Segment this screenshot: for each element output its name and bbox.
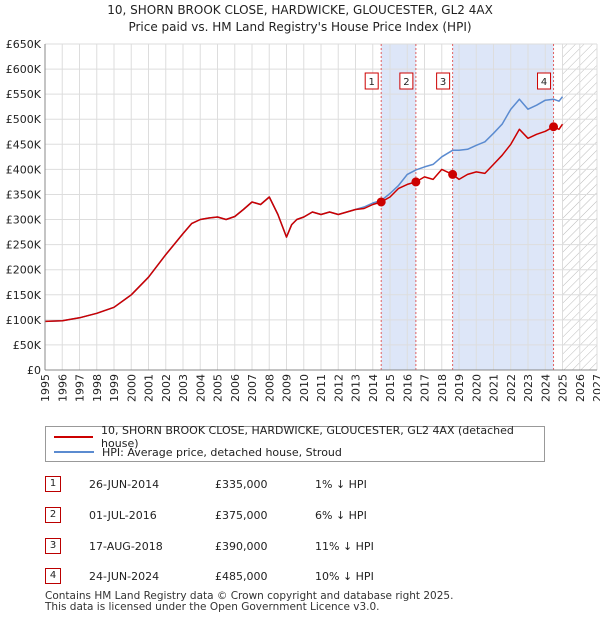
y-tick-label: £250K bbox=[6, 239, 42, 252]
transaction-point bbox=[376, 197, 386, 207]
y-tick-label: £200K bbox=[6, 264, 42, 277]
legend-label-hpi: HPI: Average price, detached house, Stro… bbox=[102, 445, 342, 459]
transaction-price: £390,000 bbox=[215, 540, 268, 553]
price-chart: £0 £50K £100K £150K £200K £250K £300K £350K £400… bbox=[6, 38, 600, 402]
transaction-hpi-diff: 11% ↓ HPI bbox=[315, 540, 374, 553]
x-tick-label: 2004 bbox=[194, 374, 207, 402]
legend-entry-property: 10, SHORN BROOK CLOSE, HARDWICKE, GLOUCE… bbox=[54, 424, 544, 450]
chart-subtitle: Price paid vs. HM Land Registry's House … bbox=[128, 20, 472, 34]
x-tick-label: 2001 bbox=[143, 374, 156, 402]
x-tick-label: 2000 bbox=[125, 374, 138, 402]
x-tick-label: 2010 bbox=[298, 374, 311, 402]
transaction-price: £375,000 bbox=[215, 509, 268, 522]
transaction-row: 2 01-JUL-2016 £375,000 6% ↓ HPI bbox=[45, 507, 565, 525]
transaction-number-badge: 2 bbox=[45, 507, 61, 523]
x-tick-label: 2024 bbox=[539, 374, 552, 402]
ownership-shade bbox=[452, 44, 554, 370]
x-tick-label: 2015 bbox=[384, 374, 397, 402]
x-tick-label: 1998 bbox=[91, 374, 104, 402]
x-tick-label: 2017 bbox=[419, 374, 432, 402]
y-tick-label: £100K bbox=[6, 314, 42, 327]
legend-swatch-hpi bbox=[54, 451, 94, 453]
y-tick-label: £350K bbox=[6, 188, 42, 201]
y-tick-label: £650K bbox=[6, 38, 42, 51]
x-tick-label: 1995 bbox=[39, 374, 52, 402]
x-tick-label: 2012 bbox=[332, 374, 345, 402]
transaction-number-badge: 1 bbox=[45, 476, 61, 492]
transaction-label-box bbox=[364, 72, 379, 90]
y-tick-label: £50K bbox=[13, 339, 42, 352]
x-tick-label: 2002 bbox=[160, 374, 173, 402]
x-tick-label: 1997 bbox=[74, 374, 87, 402]
y-tick-label: £150K bbox=[6, 289, 42, 302]
transaction-date: 26-JUN-2014 bbox=[89, 478, 160, 491]
y-tick-label: £450K bbox=[6, 138, 42, 151]
x-tick-label: 2025 bbox=[557, 374, 570, 402]
x-tick-label: 2027 bbox=[591, 374, 600, 402]
x-tick-label: 2020 bbox=[470, 374, 483, 402]
transaction-label-number: 2 bbox=[403, 77, 409, 88]
transaction-label-number: 4 bbox=[541, 77, 547, 88]
transaction-point bbox=[411, 177, 421, 187]
transaction-label-number: 1 bbox=[369, 77, 375, 88]
x-tick-label: 2018 bbox=[436, 374, 449, 402]
footer-licence: This data is licensed under the Open Gov… bbox=[45, 601, 380, 613]
transaction-row: 4 24-JUN-2024 £485,000 10% ↓ HPI bbox=[45, 568, 565, 586]
transaction-hpi-diff: 6% ↓ HPI bbox=[315, 509, 367, 522]
y-tick-label: £600K bbox=[6, 63, 42, 76]
x-tick-label: 2022 bbox=[505, 374, 518, 402]
x-tick-label: 2014 bbox=[367, 374, 380, 402]
transaction-point bbox=[549, 122, 559, 132]
transaction-row: 3 17-AUG-2018 £390,000 11% ↓ HPI bbox=[45, 538, 565, 556]
x-tick-label: 2011 bbox=[315, 374, 328, 402]
x-tick-label: 2008 bbox=[263, 374, 276, 402]
legend-entry-hpi: HPI: Average price, detached house, Stro… bbox=[54, 445, 342, 459]
ownership-shade bbox=[381, 44, 416, 370]
transaction-date: 17-AUG-2018 bbox=[89, 540, 163, 553]
transaction-label-box bbox=[436, 72, 451, 90]
x-tick-label: 2021 bbox=[488, 374, 501, 402]
transaction-number-badge: 4 bbox=[45, 568, 61, 584]
legend-swatch-property bbox=[54, 436, 94, 438]
transaction-price: £335,000 bbox=[215, 478, 268, 491]
transaction-label-box bbox=[537, 72, 552, 90]
x-tick-label: 2003 bbox=[177, 374, 190, 402]
x-tick-label: 2007 bbox=[246, 374, 259, 402]
transaction-label-box bbox=[399, 72, 414, 90]
footer-copyright: Contains HM Land Registry data © Crown c… bbox=[45, 590, 454, 602]
transaction-price: £485,000 bbox=[215, 570, 268, 583]
x-tick-label: 2026 bbox=[574, 374, 587, 402]
transaction-date: 24-JUN-2024 bbox=[89, 570, 160, 583]
transaction-date: 01-JUL-2016 bbox=[89, 509, 157, 522]
y-tick-label: £0 bbox=[27, 364, 41, 377]
x-tick-label: 2019 bbox=[453, 374, 466, 402]
transaction-point bbox=[448, 169, 458, 179]
x-tick-label: 1999 bbox=[108, 374, 121, 402]
transaction-hpi-diff: 1% ↓ HPI bbox=[315, 478, 367, 491]
x-tick-label: 2013 bbox=[350, 374, 363, 402]
chart-title-address: 10, SHORN BROOK CLOSE, HARDWICKE, GLOUCE… bbox=[107, 3, 493, 17]
transaction-number-badge: 3 bbox=[45, 538, 61, 554]
y-tick-label: £550K bbox=[6, 88, 42, 101]
transaction-label-number: 3 bbox=[440, 77, 446, 88]
transaction-row: 1 26-JUN-2014 £335,000 1% ↓ HPI bbox=[45, 476, 565, 494]
x-tick-label: 1996 bbox=[56, 374, 69, 402]
y-tick-label: £500K bbox=[6, 113, 42, 126]
legend-label-property: 10, SHORN BROOK CLOSE, HARDWICKE, GLOUCE… bbox=[101, 424, 514, 450]
transaction-hpi-diff: 10% ↓ HPI bbox=[315, 570, 374, 583]
x-tick-label: 2005 bbox=[212, 374, 225, 402]
y-tick-label: £400K bbox=[6, 163, 42, 176]
x-tick-label: 2023 bbox=[522, 374, 535, 402]
x-tick-label: 2009 bbox=[281, 374, 294, 402]
series-line-property bbox=[44, 123, 564, 323]
chart-legend: 10, SHORN BROOK CLOSE, HARDWICKE, GLOUCE… bbox=[45, 424, 545, 462]
x-tick-label: 2016 bbox=[401, 374, 414, 402]
y-tick-label: £300K bbox=[6, 214, 42, 227]
x-tick-label: 2006 bbox=[229, 374, 242, 402]
